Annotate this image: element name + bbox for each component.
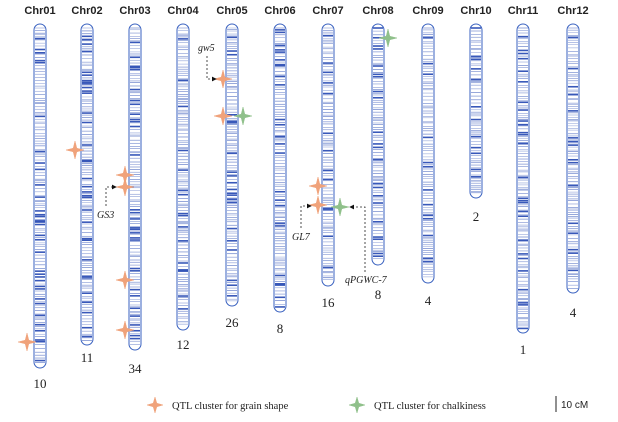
chromosome [421, 23, 435, 284]
legend-label: QTL cluster for chalkiness [374, 401, 486, 412]
qtl-count: 2 [473, 209, 480, 224]
qtl-star [348, 396, 366, 414]
qtl-star [308, 176, 328, 196]
chromosome [273, 23, 287, 313]
qtl-star [115, 177, 135, 197]
chromosome-label: Chr11 [508, 5, 539, 17]
chromosome [469, 23, 483, 199]
gene-label: gw5 [198, 43, 215, 54]
qtl-count: 4 [570, 305, 577, 320]
gene-pointer [105, 184, 117, 206]
chromosome-label: Chr07 [312, 5, 343, 17]
chromosome [321, 23, 335, 287]
chromosome-label: Chr12 [557, 5, 588, 17]
chromosome-label: Chr06 [264, 5, 295, 17]
qtl-star [17, 332, 37, 352]
gene-pointer [300, 203, 312, 228]
chromosome [33, 23, 47, 369]
qtl-count: 4 [425, 293, 432, 308]
qtl-star [308, 195, 328, 215]
qtl-star [233, 106, 253, 126]
qtl-count: 11 [81, 350, 94, 365]
qtl-star [213, 69, 233, 89]
qtl-count: 26 [226, 315, 240, 330]
qtl-count: 1 [520, 342, 527, 357]
qtl-count: 34 [129, 361, 143, 376]
chromosome-label: Chr08 [362, 5, 393, 17]
chromosome-label: Chr03 [119, 5, 150, 17]
chromosome-label: Chr10 [460, 5, 491, 17]
gene-label: GL7 [292, 232, 311, 243]
chromosome [225, 23, 239, 307]
qtl-count: 8 [375, 287, 382, 302]
gene-pointer [349, 204, 366, 272]
qtl-star [115, 270, 135, 290]
qtl-count: 8 [277, 321, 284, 336]
chromosome-label: Chr09 [412, 5, 443, 17]
chromosome [516, 23, 530, 334]
qtl-star [146, 396, 164, 414]
qtl-count: 16 [322, 295, 336, 310]
gene-label: GS3 [97, 210, 114, 221]
qtl-star [65, 140, 85, 160]
legend-label: QTL cluster for grain shape [172, 401, 289, 412]
qtl-star [115, 320, 135, 340]
scale-label: 10 cM [561, 400, 588, 411]
qtl-star [330, 197, 350, 217]
gene-pointer [206, 56, 217, 82]
qtl-count: 10 [34, 376, 47, 391]
chromosome-label: Chr04 [167, 5, 199, 17]
chromosome-label: Chr01 [24, 5, 55, 17]
chromosome-label: Chr05 [216, 5, 247, 17]
qtl-star [378, 28, 398, 48]
chromosome-label: Chr02 [71, 5, 102, 17]
gene-label: qPGWC-7 [345, 275, 388, 286]
qtl-star [213, 106, 233, 126]
qtl-count: 12 [177, 337, 190, 352]
